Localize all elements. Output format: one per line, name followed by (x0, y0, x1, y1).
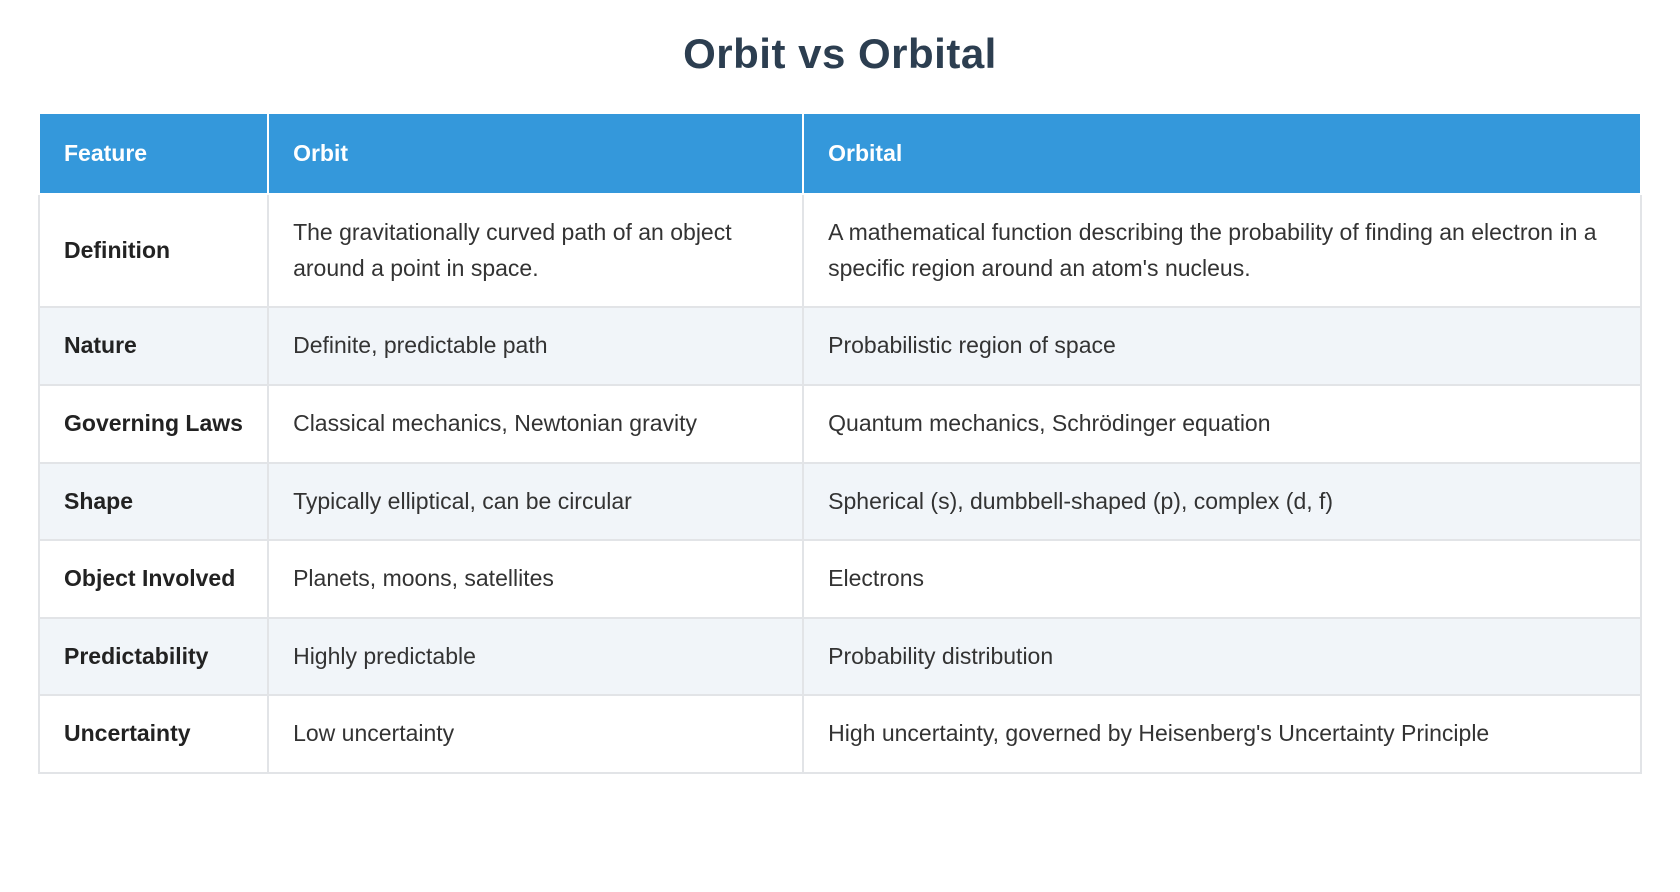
orbital-cell: Quantum mechanics, Schrödinger equation (802, 383, 1642, 464)
orbit-cell: Planets, moons, satellites (267, 539, 805, 619)
orbit-cell: The gravitationally curved path of an ob… (267, 192, 805, 309)
orbit-cell: Classical mechanics, Newtonian gravity (267, 383, 805, 464)
comparison-table: Feature Orbit Orbital Definition The gra… (37, 112, 1642, 775)
orbital-cell: Electrons (802, 539, 1642, 619)
feature-cell: Nature (37, 306, 270, 386)
table-row: Shape Typically elliptical, can be circu… (37, 461, 1642, 542)
orbital-cell: Probabilistic region of space (802, 306, 1642, 386)
header-cell-orbit: Orbit (267, 112, 805, 195)
feature-cell: Governing Laws (37, 383, 270, 464)
orbital-cell: High uncertainty, governed by Heisenberg… (802, 694, 1642, 775)
table-container: Feature Orbit Orbital Definition The gra… (37, 112, 1642, 775)
table-row: Definition The gravitationally curved pa… (37, 192, 1642, 309)
feature-cell: Uncertainty (37, 694, 270, 775)
table-row: Predictability Highly predictable Probab… (37, 616, 1642, 697)
orbit-cell: Definite, predictable path (267, 306, 805, 386)
table-header-row: Feature Orbit Orbital (37, 112, 1642, 195)
orbital-cell: A mathematical function describing the p… (802, 192, 1642, 309)
page-title: Orbit vs Orbital (683, 30, 997, 77)
feature-cell: Object Involved (37, 539, 270, 619)
orbital-cell: Probability distribution (802, 616, 1642, 697)
table-row: Governing Laws Classical mechanics, Newt… (37, 383, 1642, 464)
orbital-cell: Spherical (s), dumbbell-shaped (p), comp… (802, 461, 1642, 542)
table-row: Nature Definite, predictable path Probab… (37, 306, 1642, 386)
table-row: Uncertainty Low uncertainty High uncerta… (37, 694, 1642, 775)
feature-cell: Shape (37, 461, 270, 542)
header-cell-orbital: Orbital (802, 112, 1642, 195)
orbit-cell: Typically elliptical, can be circular (267, 461, 805, 542)
orbit-cell: Highly predictable (267, 616, 805, 697)
header-cell-feature: Feature (37, 112, 270, 195)
orbit-cell: Low uncertainty (267, 694, 805, 775)
feature-cell: Definition (37, 192, 270, 309)
table-row: Object Involved Planets, moons, satellit… (37, 539, 1642, 619)
feature-cell: Predictability (37, 616, 270, 697)
